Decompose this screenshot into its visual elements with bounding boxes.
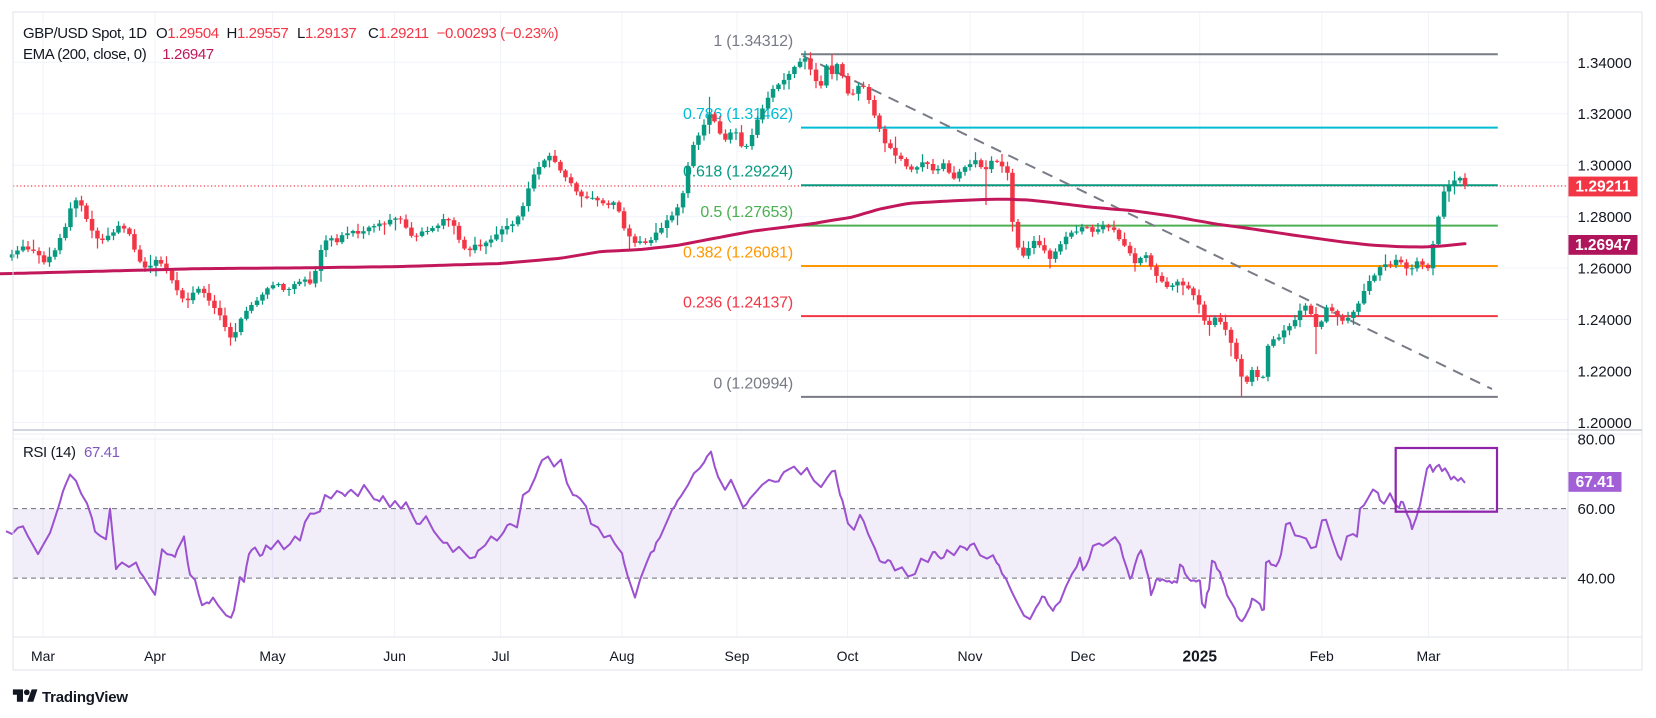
svg-text:0.382 (1.26081): 0.382 (1.26081) (683, 245, 793, 262)
svg-text:RSI (14)67.41: RSI (14) 67.41 (23, 444, 120, 461)
svg-text:1.20000: 1.20000 (1578, 415, 1632, 432)
svg-text:Mar: Mar (1416, 648, 1440, 664)
svg-text:1.34000: 1.34000 (1578, 55, 1632, 72)
svg-text:Dec: Dec (1071, 648, 1096, 664)
svg-text:0.618 (1.29224): 0.618 (1.29224) (683, 164, 793, 181)
svg-text:0 (1.20994): 0 (1.20994) (713, 375, 793, 392)
svg-text:Jun: Jun (383, 648, 406, 664)
svg-text:1.26000: 1.26000 (1578, 261, 1632, 278)
svg-text:1.26947: 1.26947 (1575, 237, 1631, 254)
svg-text:Mar: Mar (31, 648, 55, 664)
svg-text:EMA (200, close, 0)1.26947: EMA (200, close, 0) 1.26947 (23, 46, 214, 63)
svg-text:Aug: Aug (610, 648, 635, 664)
svg-text:Apr: Apr (144, 648, 166, 664)
svg-text:0.5 (1.27653): 0.5 (1.27653) (700, 204, 793, 221)
svg-text:1.28000: 1.28000 (1578, 209, 1632, 226)
svg-text:80.00: 80.00 (1578, 432, 1616, 449)
svg-text:1.30000: 1.30000 (1578, 158, 1632, 175)
svg-text:1 (1.34312): 1 (1.34312) (713, 33, 793, 50)
svg-text:40.00: 40.00 (1578, 571, 1616, 588)
svg-text:May: May (259, 648, 285, 664)
svg-text:0.236 (1.24137): 0.236 (1.24137) (683, 295, 793, 312)
svg-text:2025: 2025 (1183, 649, 1218, 666)
svg-text:TradingView: TradingView (42, 689, 128, 706)
svg-text:Nov: Nov (958, 648, 983, 664)
svg-text:Oct: Oct (837, 648, 859, 664)
svg-text:67.41: 67.41 (1576, 474, 1615, 491)
svg-text:1.24000: 1.24000 (1578, 312, 1632, 329)
svg-text:1.32000: 1.32000 (1578, 106, 1632, 123)
svg-text:Sep: Sep (725, 648, 750, 664)
svg-text:Feb: Feb (1310, 648, 1334, 664)
svg-text:60.00: 60.00 (1578, 501, 1616, 518)
svg-text:0.786 (1.31462): 0.786 (1.31462) (683, 106, 793, 123)
svg-text:1.29211: 1.29211 (1575, 179, 1631, 196)
svg-text:1.22000: 1.22000 (1578, 364, 1632, 381)
svg-text:Jul: Jul (492, 648, 510, 664)
